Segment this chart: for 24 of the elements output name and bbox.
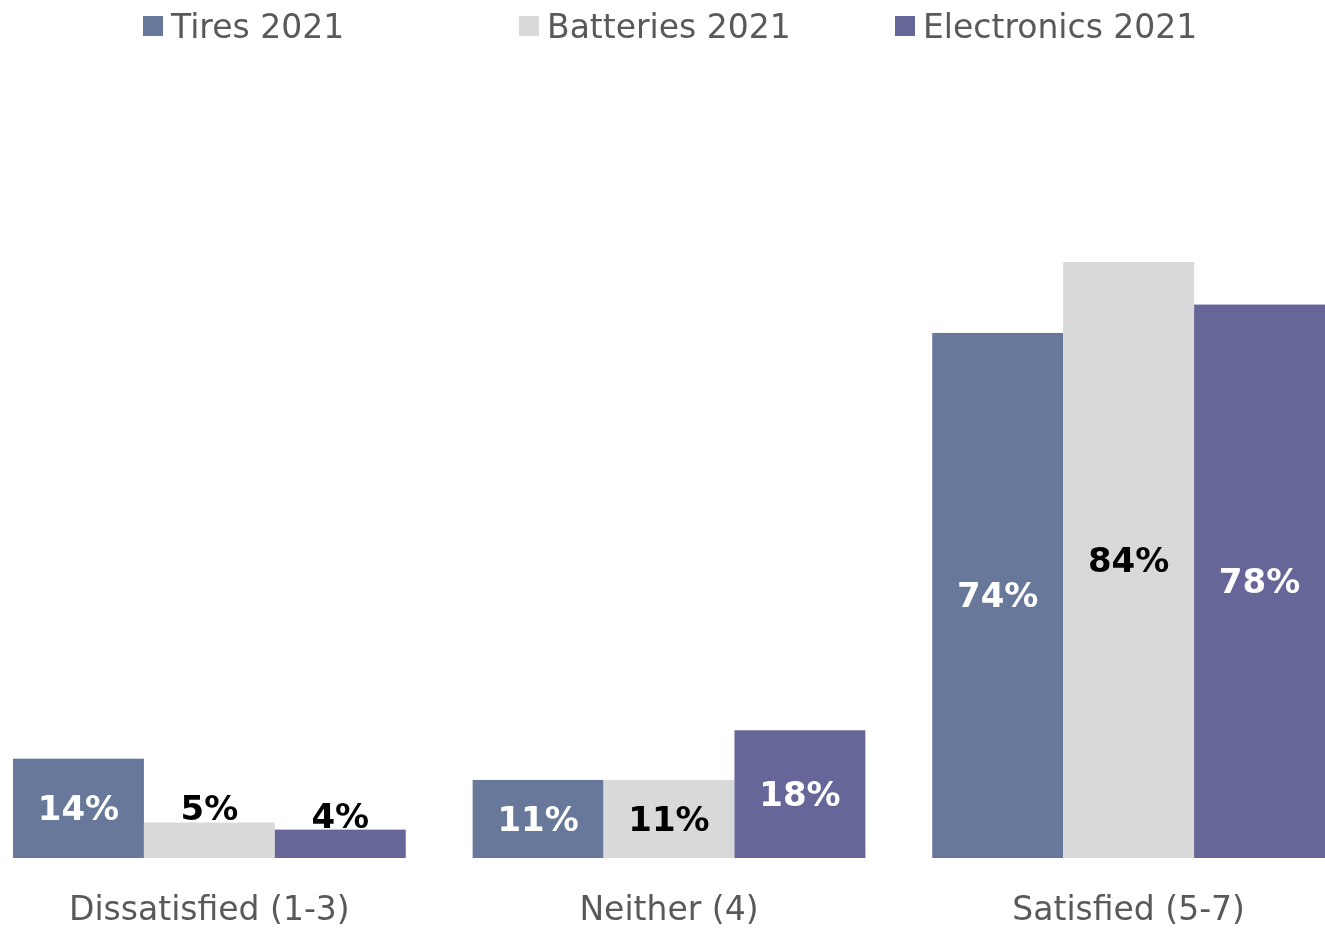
x-tick-label: Neither (4) [579, 888, 759, 928]
data-label: 11% [628, 798, 710, 839]
x-tick-label: Dissatisfied (1-3) [69, 888, 350, 928]
data-label: 84% [1087, 539, 1170, 580]
data-label: 78% [1218, 561, 1301, 602]
data-label: 74% [957, 575, 1039, 616]
legend-label: Electronics 2021 [923, 6, 1198, 46]
bar [932, 332, 1064, 858]
legend-label: Batteries 2021 [547, 6, 791, 46]
bar [143, 822, 275, 858]
data-label: 18% [759, 774, 841, 815]
bar [13, 758, 144, 858]
bar [1063, 262, 1195, 858]
bar [472, 779, 604, 858]
data-label: 4% [311, 795, 370, 836]
bar [603, 779, 735, 858]
x-tick-label: Satisfied (5-7) [1012, 888, 1245, 928]
data-label: 11% [497, 798, 579, 839]
data-label: 5% [180, 788, 239, 829]
legend-label: Tires 2021 [170, 6, 345, 46]
bar [734, 730, 866, 858]
bar [274, 829, 406, 858]
bar [1194, 304, 1325, 858]
data-label: 14% [37, 788, 120, 829]
